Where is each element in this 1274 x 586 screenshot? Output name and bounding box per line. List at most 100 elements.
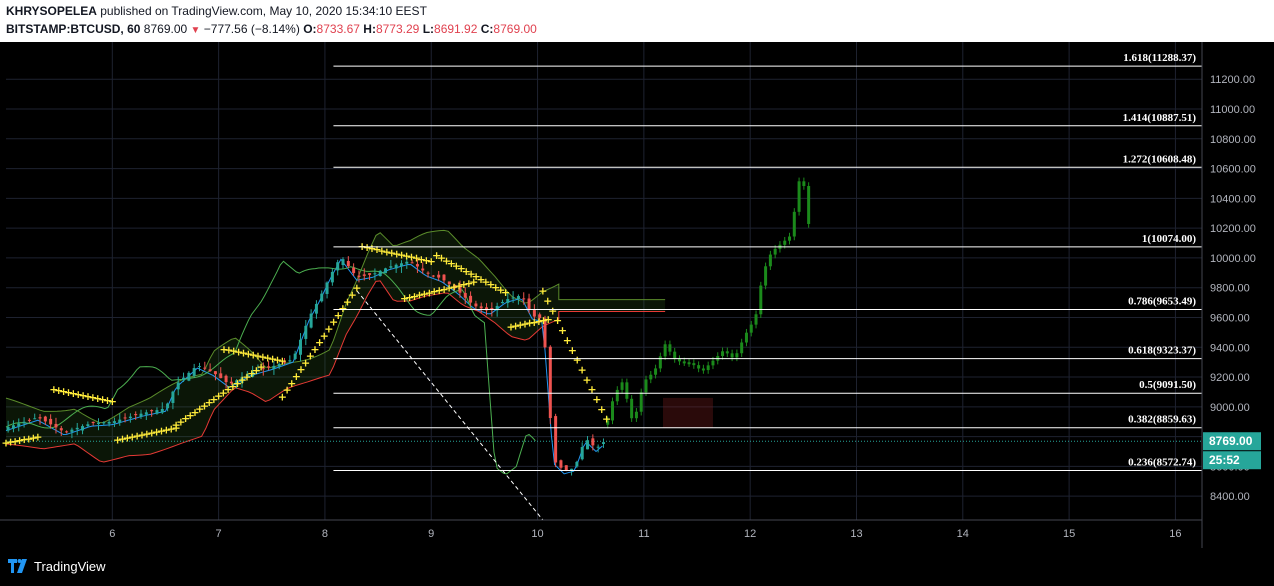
sar-dot: + [432, 249, 441, 262]
sar-dot: + [558, 324, 567, 337]
sar-dot: + [233, 377, 242, 390]
candle-body [522, 298, 526, 300]
sar-dot: + [491, 281, 500, 294]
sar-dot: + [452, 260, 461, 273]
price-chart[interactable]: ++++++++++++++++++++++++++++++++++++++++… [0, 42, 1274, 548]
sar-dot: + [287, 377, 296, 390]
sar-dot: + [425, 286, 434, 299]
sar-dot: + [377, 244, 386, 257]
sar-dot: + [219, 386, 228, 399]
sar-dot: + [147, 427, 156, 440]
candle-body [575, 461, 579, 467]
candle-body [155, 410, 159, 414]
candle-body [229, 381, 233, 384]
time-tick-label: 6 [109, 528, 115, 540]
projection-body [701, 368, 705, 371]
candle-body [11, 425, 15, 429]
sar-dot: + [315, 336, 324, 349]
candle-body [309, 313, 313, 328]
high-value: 8773.29 [375, 22, 420, 36]
candle-body [570, 468, 574, 471]
candle-body [564, 465, 568, 471]
sar-dot: + [496, 284, 505, 297]
sar-dot: + [247, 367, 256, 380]
candle-body [453, 284, 457, 289]
candle-body [176, 382, 180, 390]
sar-dot: + [447, 257, 456, 270]
candle-body [490, 308, 494, 310]
sar-dot: + [24, 432, 33, 445]
author-name[interactable]: KHRYSOPELEA [6, 4, 97, 18]
candle-body [261, 368, 265, 370]
price-tick-label: 10800.00 [1210, 134, 1256, 146]
sar-dot: + [54, 384, 63, 397]
candle-body [352, 267, 356, 274]
sar-dot: + [324, 322, 333, 335]
low-label: L: [422, 22, 435, 36]
projection-body [611, 401, 615, 421]
symbol-label[interactable]: BITSTAMP:BTCUSD, 60 [6, 22, 141, 36]
projection-candles [606, 177, 811, 429]
sar-dot: + [11, 435, 20, 448]
candle-body [43, 416, 47, 422]
candle-body [325, 282, 329, 294]
candle-body [171, 391, 175, 403]
sar-dot: + [214, 390, 223, 403]
candle-body [527, 298, 531, 310]
price-tick-label: 9800.00 [1210, 283, 1250, 295]
time-tick-label: 7 [216, 528, 222, 540]
candle-body [235, 380, 239, 385]
candle-body [54, 423, 58, 428]
trend-line [356, 290, 544, 521]
candle-body [543, 318, 547, 348]
indicator-lines [5, 258, 1202, 521]
footer: TradingView [0, 548, 1274, 586]
candle-body [81, 426, 85, 431]
change-arrow-icon: ▼ [190, 25, 201, 36]
candle-body [245, 374, 249, 377]
candle-body [65, 431, 69, 433]
sar-dot: + [397, 249, 406, 262]
sar-dot: + [142, 428, 151, 441]
time-tick-label: 16 [1169, 528, 1181, 540]
candle-body [182, 377, 186, 381]
sar-dot: + [234, 346, 243, 359]
projection-body [673, 351, 677, 360]
sar-dot: + [511, 319, 520, 332]
sar-dot: + [209, 393, 218, 406]
parabolic-sar: ++++++++++++++++++++++++++++++++++++++++… [1, 240, 611, 450]
projection-body [768, 254, 772, 267]
sar-dot: + [467, 268, 476, 281]
candle-body [139, 413, 143, 417]
candle-body [70, 429, 74, 432]
projection-body [788, 236, 792, 241]
sar-dot: + [239, 347, 248, 360]
candle-body [166, 403, 170, 409]
projection-body [797, 181, 801, 212]
time-axis[interactable]: 6 7 8 9 10 11 12 13 14 15 16 [0, 519, 1202, 540]
candle-body [304, 325, 308, 339]
candle-body [458, 285, 462, 293]
sar-dot: + [538, 285, 547, 298]
candle-body [378, 270, 382, 277]
sar-dot: + [205, 396, 214, 409]
fib-level-label: 1.414(10887.51) [1123, 112, 1197, 124]
future-cloud [663, 397, 713, 428]
sar-dot: + [88, 391, 97, 404]
candle-body [187, 372, 191, 381]
tradingview-brand[interactable]: TradingView [34, 559, 106, 574]
projection-body [687, 362, 691, 365]
sar-dot: + [162, 424, 171, 437]
sar-dot: + [469, 276, 478, 289]
candle-body [123, 417, 127, 419]
fibonacci-levels[interactable]: 1.618(11288.37) 1.414(10887.51) 1.272(1060… [333, 52, 1202, 471]
candle-body [368, 273, 372, 275]
sar-dot: + [74, 388, 83, 401]
fib-level-label: 0.618(9323.37) [1128, 345, 1196, 357]
sar-dot: + [405, 291, 414, 304]
sar-dot: + [343, 295, 352, 308]
sar-dot: + [442, 254, 451, 267]
price-axis[interactable]: 8400.008600.008800.009000.009200.009400.… [1201, 42, 1261, 548]
tradingview-logo-icon[interactable] [8, 559, 28, 573]
projection-body [783, 240, 787, 245]
